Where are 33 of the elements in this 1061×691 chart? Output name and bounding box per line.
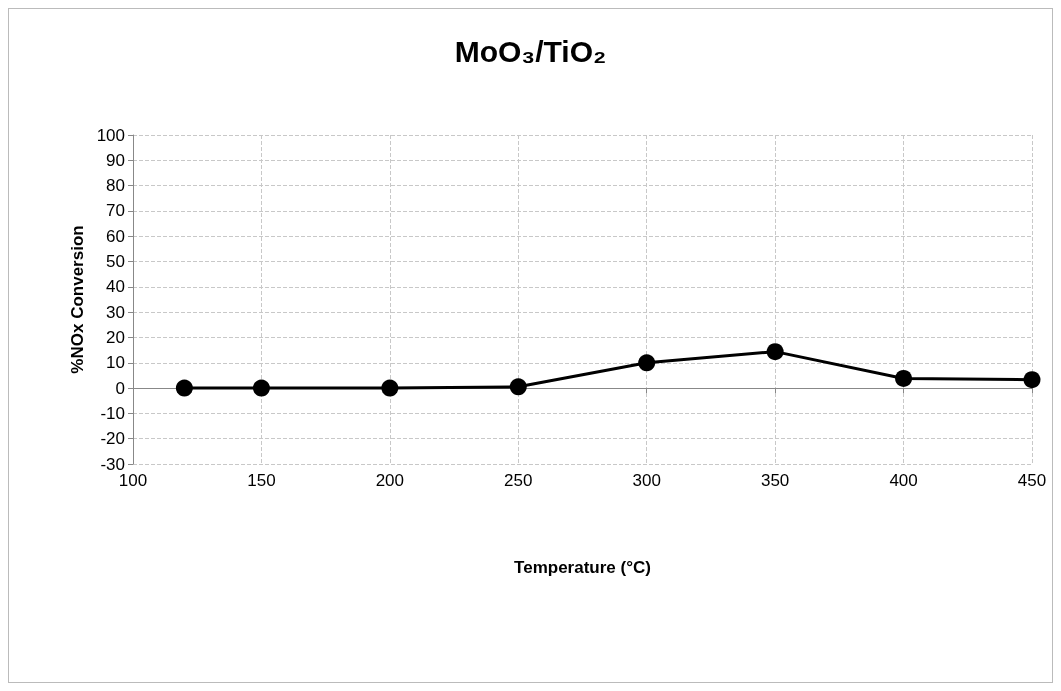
y-tick-label: 100: [96, 125, 125, 145]
y-axis-title: %NOx Conversion: [67, 225, 87, 374]
y-tick-label: 80: [106, 176, 125, 196]
y-tick-label: -20: [100, 429, 125, 449]
y-tick-label: -30: [100, 454, 125, 474]
point: [509, 378, 527, 396]
y-tick-label: 40: [106, 277, 125, 297]
x-tick-label: 350: [760, 471, 790, 490]
y-tick-label: -10: [100, 403, 125, 423]
y-tick-label: 10: [106, 353, 125, 373]
x-tick-label: 250: [504, 471, 533, 490]
y-tick-label: 30: [106, 302, 125, 322]
point: [895, 369, 913, 387]
y-tick-label: 60: [106, 226, 125, 246]
y-tick-label: 20: [106, 327, 125, 347]
point: [175, 379, 193, 397]
y-tick-label: 70: [106, 201, 125, 221]
chart-title: MoO₃/TiO₂: [454, 34, 607, 68]
x-tick-label: 450: [1017, 471, 1047, 490]
x-axis-title: Temperature (°C): [514, 558, 651, 577]
x-tick-label: 200: [375, 471, 405, 490]
y-tick-label: 90: [106, 150, 125, 170]
x-tick-label: 300: [632, 471, 661, 490]
point: [638, 354, 656, 372]
x-tick-label: 150: [247, 471, 276, 490]
point: [1023, 371, 1041, 389]
point: [766, 343, 784, 361]
point: [381, 379, 399, 397]
y-tick-label: 50: [106, 252, 125, 272]
x-tick-label: 400: [889, 471, 918, 490]
point: [252, 379, 270, 397]
x-tick-label: 100: [118, 471, 148, 490]
y-tick-label: 0: [115, 378, 125, 398]
